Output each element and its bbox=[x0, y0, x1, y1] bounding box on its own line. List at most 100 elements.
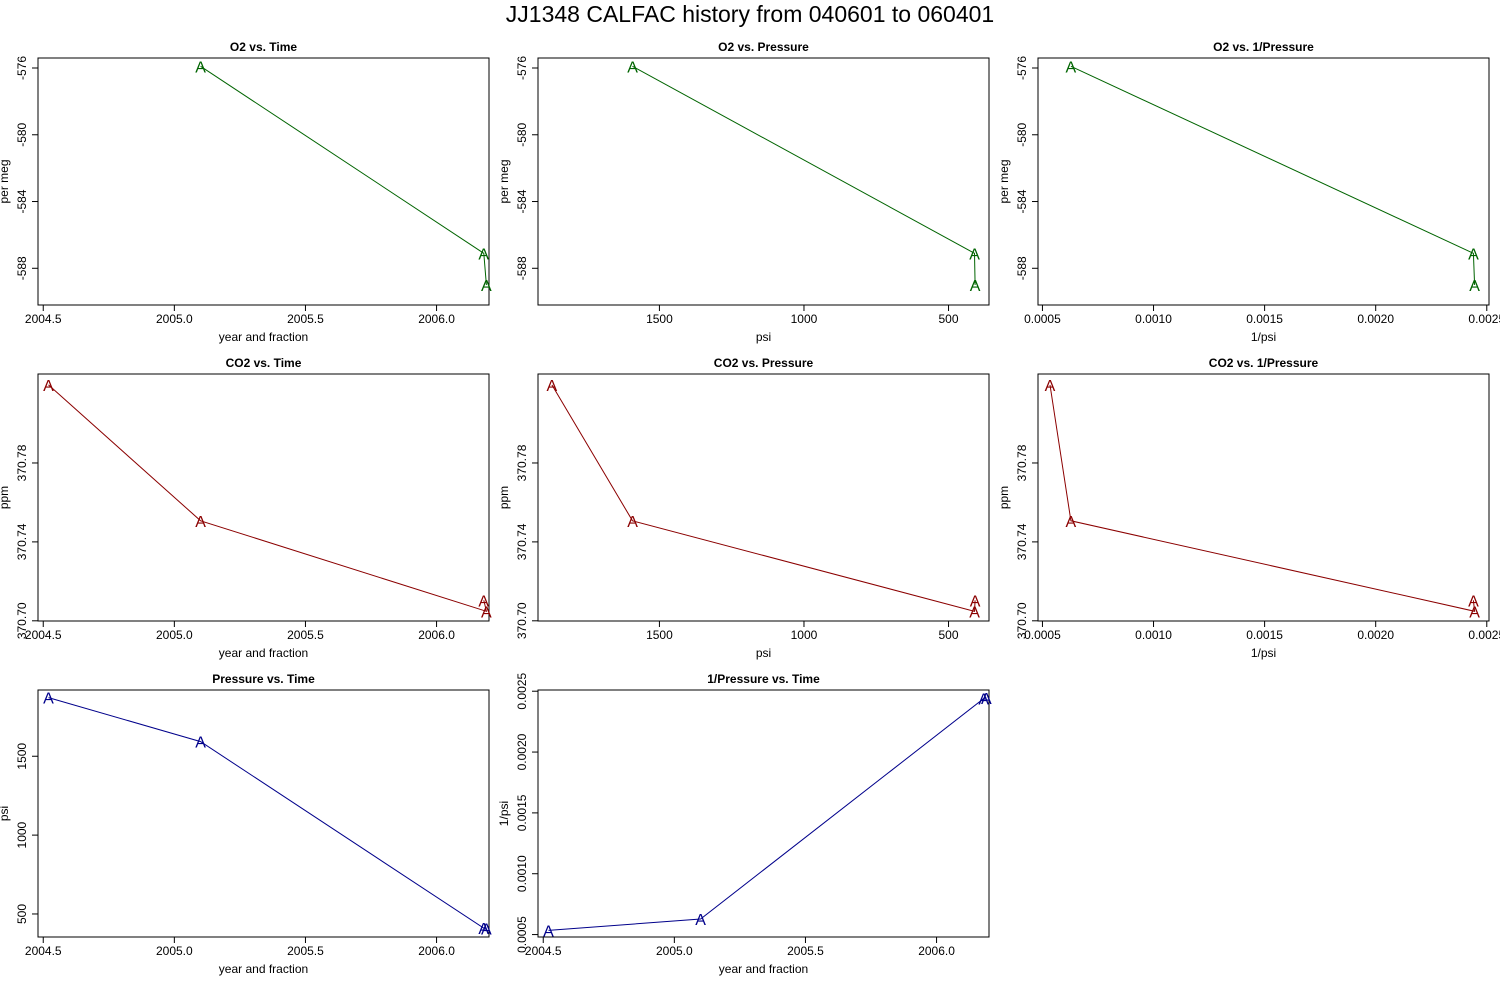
x-tick-label: 500 bbox=[939, 312, 959, 326]
y-tick-label: 370.78 bbox=[15, 444, 29, 481]
x-axis-label: year and fraction bbox=[219, 962, 308, 976]
plot-frame bbox=[1037, 57, 1490, 306]
data-point-marker: A bbox=[43, 691, 54, 708]
data-point-marker: A bbox=[195, 59, 206, 76]
plot-frame bbox=[37, 57, 490, 306]
x-tick-label: 2004.5 bbox=[25, 312, 62, 326]
y-tick-label: -576 bbox=[1015, 56, 1029, 80]
x-tick-label: 2005.0 bbox=[156, 944, 193, 958]
panel-title: O2 vs. Pressure bbox=[718, 40, 809, 54]
plot-frame bbox=[1037, 373, 1490, 622]
y-tick-label: -576 bbox=[515, 56, 529, 80]
x-tick-label: 2005.5 bbox=[287, 944, 324, 958]
y-tick-label: -588 bbox=[15, 256, 29, 280]
y-tick-label: 0.0025 bbox=[515, 673, 529, 710]
y-tick-label: -580 bbox=[15, 122, 29, 146]
x-tick-label: 0.0015 bbox=[1246, 628, 1283, 642]
series-line bbox=[632, 65, 976, 286]
y-tick-label: -584 bbox=[515, 189, 529, 213]
x-tick-label: 2005.0 bbox=[156, 312, 193, 326]
x-tick-label: 2005.0 bbox=[656, 944, 693, 958]
data-point-marker: A bbox=[543, 923, 554, 940]
x-tick-label: 0.0020 bbox=[1357, 312, 1394, 326]
y-axis-label: ppm bbox=[0, 486, 11, 509]
x-tick-label: 2005.5 bbox=[287, 628, 324, 642]
y-tick-label: 0.0005 bbox=[515, 916, 529, 953]
data-point-marker: A bbox=[478, 246, 489, 263]
panel-title: Pressure vs. Time bbox=[212, 672, 315, 686]
y-tick-label: 1500 bbox=[15, 743, 29, 770]
x-tick-label: 500 bbox=[939, 628, 959, 642]
data-point-marker: A bbox=[1469, 278, 1480, 295]
x-axis-label: 1/psi bbox=[1251, 330, 1276, 344]
x-tick-label: 1000 bbox=[791, 628, 818, 642]
x-axis-label: psi bbox=[756, 330, 771, 344]
panel-5: CO2 vs. Pressure psi ppm 1500 1000 500 370.70 3… bbox=[497, 356, 990, 660]
x-tick-label: 0.0005 bbox=[1024, 312, 1061, 326]
x-tick-label: 0.0010 bbox=[1135, 312, 1172, 326]
data-point-marker: A bbox=[970, 278, 981, 295]
data-point-marker: A bbox=[195, 514, 206, 531]
x-tick-label: 1500 bbox=[646, 312, 673, 326]
y-axis-label: ppm bbox=[497, 486, 511, 509]
y-tick-label: 0.0020 bbox=[515, 733, 529, 770]
y-tick-label: 370.74 bbox=[1015, 523, 1029, 560]
panel-title: CO2 vs. Time bbox=[226, 356, 302, 370]
data-point-marker: A bbox=[547, 378, 558, 395]
series-line bbox=[48, 697, 487, 929]
panel-7: Pressure vs. Time year and fraction psi 200… bbox=[0, 672, 492, 976]
y-tick-label: 0.0015 bbox=[515, 794, 529, 831]
x-tick-label: 2006.0 bbox=[918, 944, 955, 958]
panel-6: CO2 vs. 1/Pressure 1/psi ppm 0.0005 0.0010 0.… bbox=[997, 356, 1500, 660]
data-point-marker: A bbox=[1045, 378, 1056, 395]
data-point-marker: A bbox=[627, 514, 638, 531]
x-tick-label: 1000 bbox=[791, 312, 818, 326]
y-tick-label: 370.70 bbox=[1015, 602, 1029, 639]
x-tick-label: 2004.5 bbox=[25, 628, 62, 642]
y-tick-label: -588 bbox=[515, 256, 529, 280]
panel-2: O2 vs. Pressure psi per meg 1500 1000 500 -576… bbox=[497, 40, 990, 344]
plot-frame bbox=[537, 57, 990, 306]
data-point-marker: A bbox=[969, 246, 980, 263]
y-tick-label: 370.74 bbox=[15, 523, 29, 560]
data-point-marker: A bbox=[1066, 514, 1077, 531]
x-axis-label: year and fraction bbox=[219, 330, 308, 344]
data-point-marker: A bbox=[1468, 246, 1479, 263]
y-tick-label: 370.70 bbox=[15, 602, 29, 639]
x-tick-label: 1500 bbox=[646, 628, 673, 642]
x-tick-label: 0.0015 bbox=[1246, 312, 1283, 326]
y-tick-label: 370.74 bbox=[515, 523, 529, 560]
data-point-marker: A bbox=[43, 378, 54, 395]
panel-4: CO2 vs. Time year and fraction ppm 2004.5 20… bbox=[0, 356, 492, 660]
x-tick-label: 0.0005 bbox=[1024, 628, 1061, 642]
series-line bbox=[1070, 65, 1476, 286]
panel-title: CO2 vs. Pressure bbox=[714, 356, 814, 370]
x-axis-label: 1/psi bbox=[1251, 646, 1276, 660]
data-point-marker: A bbox=[481, 278, 492, 295]
x-tick-label: 2004.5 bbox=[25, 944, 62, 958]
figure-title: JJ1348 CALFAC history from 040601 to 060… bbox=[505, 1, 995, 27]
x-tick-label: 2006.0 bbox=[418, 628, 455, 642]
y-tick-label: 370.70 bbox=[515, 602, 529, 639]
data-point-marker: A bbox=[970, 593, 981, 610]
x-tick-label: 2005.5 bbox=[787, 944, 824, 958]
x-tick-label: 0.0010 bbox=[1135, 628, 1172, 642]
series-line bbox=[548, 697, 987, 931]
data-point-marker: A bbox=[478, 921, 489, 938]
data-point-marker: A bbox=[969, 604, 980, 621]
plot-frame bbox=[537, 373, 990, 622]
x-axis-label: psi bbox=[756, 646, 771, 660]
y-axis-label: ppm bbox=[997, 486, 1011, 509]
x-axis-label: year and fraction bbox=[219, 646, 308, 660]
y-tick-label: 500 bbox=[15, 904, 29, 924]
y-tick-label: -584 bbox=[1015, 189, 1029, 213]
y-axis-label: per meg bbox=[0, 159, 11, 203]
x-tick-label: 0.0025 bbox=[1468, 628, 1500, 642]
data-point-marker: A bbox=[481, 604, 492, 621]
y-tick-label: 370.78 bbox=[1015, 444, 1029, 481]
y-tick-label: -580 bbox=[515, 122, 529, 146]
plot-frame bbox=[537, 689, 990, 938]
y-tick-label: 1000 bbox=[15, 821, 29, 848]
y-tick-label: 0.0010 bbox=[515, 855, 529, 892]
y-tick-label: -584 bbox=[15, 189, 29, 213]
